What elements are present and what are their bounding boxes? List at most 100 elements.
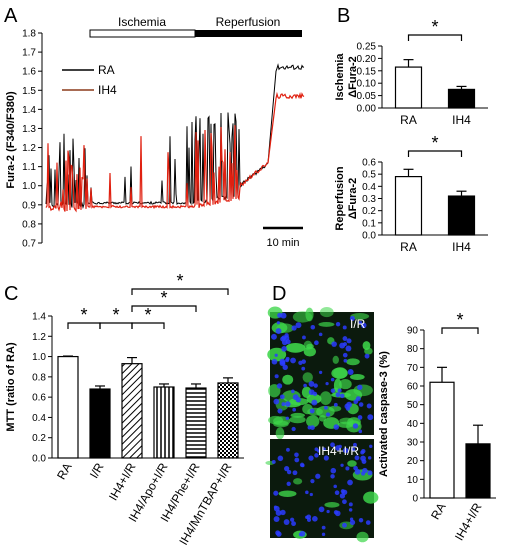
- cells-ir-caspase-27: [289, 416, 306, 424]
- panel-letter-a: A: [4, 5, 18, 27]
- panel-a-ytick-label-6: 1.3: [22, 124, 36, 135]
- panel-c-sig-ih4-vs-apo: [131, 322, 165, 329]
- cells-ir-nucleus-59: [325, 382, 329, 386]
- cells-ir-nucleus-39: [343, 342, 347, 346]
- cells-ih4-nucleus-42: [314, 453, 319, 458]
- panel-a-ytick-label-5: 1.2: [22, 143, 36, 154]
- cells-ir-caspase-25: [303, 340, 313, 351]
- cells-ih4-nucleus-58: [315, 473, 321, 479]
- cells-ir-nucleus-30: [358, 429, 363, 434]
- reperfusion-period-label: Reperfusion: [216, 15, 281, 29]
- panelB1-ylabel-line-1: ΔFura-2: [347, 56, 359, 98]
- cells-ir-nucleus-61: [302, 335, 306, 340]
- cells-ir-nucleus-88: [280, 336, 286, 342]
- panelD-bar-1: [465, 443, 491, 499]
- panel-a-ytick-label-1: 0.8: [22, 219, 36, 230]
- panel-a-legend: RA IH4: [62, 63, 117, 97]
- cells-ir-nucleus-5: [311, 399, 318, 406]
- panelC-ytick-label-3: 0.6: [32, 393, 46, 404]
- panelB1-ytick-label-0: 0.00: [357, 104, 377, 115]
- cells-ih4-nucleus-21: [316, 449, 321, 453]
- cells-ir-nucleus-69: [298, 360, 303, 365]
- panelB1-xlabel-1: IH4: [452, 113, 471, 127]
- cells-ir-nucleus-24: [275, 328, 282, 335]
- panel-letter-d: D: [272, 283, 286, 305]
- panel-a-ytick-label-10: 1.7: [22, 48, 36, 59]
- cells-ir-nucleus-62: [319, 370, 323, 375]
- micrograph-ir-label: I/R: [350, 317, 366, 331]
- cells-ir-nucleus-72: [308, 389, 315, 396]
- cells-ir-nucleus-42: [301, 366, 306, 371]
- cells-ih4-nucleus-32: [273, 516, 280, 523]
- cells-ir-caspase-39: [302, 372, 313, 383]
- cells-ir-nucleus-8: [366, 403, 372, 409]
- cells-ir-nucleus-23: [291, 325, 297, 331]
- cells-ir-nucleus-26: [358, 402, 364, 407]
- cells-ir-nucleus-28: [276, 383, 283, 389]
- panel-c-sig-ih4-vs-apo-star: *: [144, 305, 151, 325]
- cells-ir-caspase-19: [332, 355, 339, 364]
- cells-ir-nucleus-58: [282, 364, 288, 371]
- panel-c-sig-ih4-vs-mntbap-star: *: [176, 271, 183, 291]
- cells-ih4-nucleus-36: [286, 481, 291, 486]
- panelD-xlabel-0: RA: [428, 501, 448, 522]
- cells-ir-caspase-48: [285, 342, 306, 353]
- cells-ir-nucleus-51: [310, 425, 315, 430]
- cells-ir-caspase-53: [362, 341, 371, 351]
- reperfusion-period-bar: [195, 30, 302, 37]
- panelD-ytick-label-7: 70: [407, 363, 419, 374]
- panelB2-ytick-label-5: 0.5: [362, 170, 376, 181]
- micrograph-ir-cells: [267, 306, 374, 440]
- micrograph-ih4-ir-label: IH4+I/R: [318, 444, 359, 458]
- panelC-bar-4: [185, 387, 207, 459]
- cells-ih4-nucleus-59: [273, 490, 279, 496]
- cells-ir-nucleus-49: [360, 322, 367, 329]
- cells-ih4-nucleus-68: [350, 447, 356, 452]
- cells-ir-nucleus-82: [277, 408, 283, 414]
- cells-ir-nucleus-85: [279, 358, 286, 365]
- panel-a-ytick-label-2: 0.9: [22, 200, 36, 211]
- panelD-ytick-label-1: 10: [407, 475, 419, 486]
- cells-ih4-nucleus-12: [290, 517, 295, 522]
- cells-ir-nucleus-50: [331, 341, 337, 347]
- cells-ir-nucleus-9: [280, 312, 287, 319]
- cells-ih4-nucleus-35: [271, 459, 276, 464]
- cells-ir-nucleus-63: [342, 352, 348, 358]
- cells-ir-nucleus-84: [333, 424, 340, 430]
- cells-ih4-caspase-8: [324, 502, 340, 508]
- cells-ih4-nucleus-44: [299, 462, 305, 468]
- cells-ir-nucleus-36: [333, 402, 338, 407]
- cells-ir-caspase-52: [319, 306, 334, 318]
- cells-ir-nucleus-16: [295, 322, 302, 329]
- cells-ih4-caspase-7: [347, 460, 357, 467]
- cells-ir-nucleus-31: [292, 407, 296, 412]
- cells-ih4-nucleus-51: [353, 442, 357, 447]
- cells-ih4-nucleus-28: [367, 456, 372, 460]
- panelB1-ytick-label-3: 0.15: [357, 66, 377, 77]
- cells-ih4-nucleus-3: [294, 452, 299, 458]
- cells-ih4-nucleus-60: [348, 508, 353, 512]
- cells-ir-caspase-43: [350, 373, 365, 380]
- cells-ih4-nucleus-73: [347, 479, 353, 486]
- cells-ir-nucleus-89: [340, 393, 345, 399]
- panel-d-micrographs: I/R IH4+I/R: [265, 306, 379, 543]
- cells-ih4-nucleus-14: [322, 447, 326, 451]
- cells-ih4-nucleus-11: [334, 490, 340, 496]
- cells-ir-nucleus-52: [337, 388, 342, 393]
- panel-c-mtt-chart: 0.00.20.40.60.81.01.21.4RA I/R IH4+I/RIH4/…: [5, 271, 244, 547]
- cells-ir-nucleus-40: [323, 405, 328, 410]
- cells-ir-nucleus-35: [303, 383, 307, 388]
- cells-ir-nucleus-0: [357, 415, 363, 420]
- cells-ir-nucleus-68: [347, 368, 354, 375]
- panelB2-bar-0: [394, 176, 423, 236]
- panelC-bar-5: [217, 382, 239, 459]
- cells-ir-nucleus-11: [345, 345, 352, 352]
- cells-ih4-nucleus-78: [309, 492, 313, 497]
- cells-ir-caspase-17: [318, 322, 335, 327]
- cells-ih4-nucleus-74: [367, 470, 373, 476]
- cells-ih4-nucleus-62: [326, 509, 330, 514]
- panelC-ylabel: MTT (ratio of RA): [5, 342, 17, 432]
- cells-ih4-caspase-1: [293, 478, 303, 485]
- panel-b-reperfusion-sig-bracket-star: *: [431, 133, 438, 153]
- cells-ih4-nucleus-49: [291, 521, 296, 527]
